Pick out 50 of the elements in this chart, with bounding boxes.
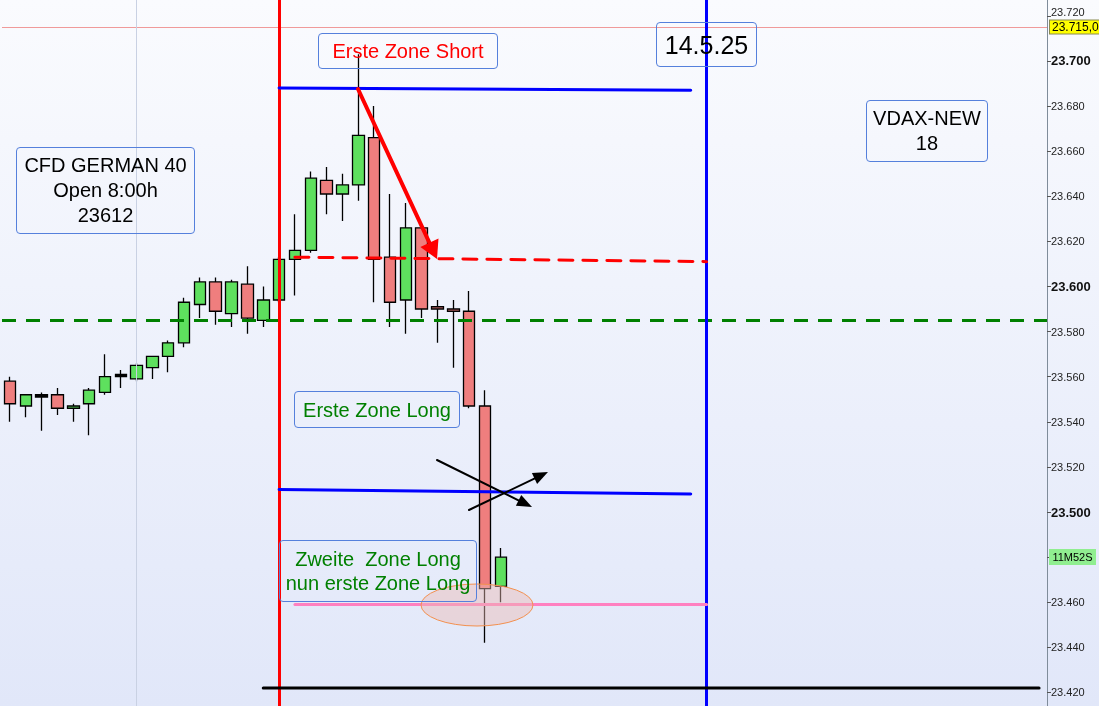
y-tick-label: 23.640 bbox=[1051, 190, 1085, 203]
ref-line-label: 23.715,0 bbox=[1052, 20, 1099, 35]
candlestick bbox=[145, 355, 160, 380]
candlestick bbox=[256, 285, 271, 328]
candlestick bbox=[114, 369, 128, 389]
candlestick bbox=[34, 391, 49, 432]
annotation: VDAX-NEW 18 bbox=[866, 100, 988, 162]
candlestick bbox=[478, 389, 492, 644]
y-tick-label: 23.580 bbox=[1051, 325, 1085, 338]
candlestick bbox=[430, 299, 445, 344]
y-tick-label: 23.440 bbox=[1051, 641, 1085, 654]
candlestick bbox=[446, 299, 461, 369]
annotation: CFD GERMAN 40 Open 8:00h 23612 bbox=[16, 147, 195, 234]
candlestick bbox=[240, 265, 255, 335]
y-tick-label: 23.420 bbox=[1051, 686, 1085, 699]
candlestick bbox=[66, 403, 81, 423]
y-tick-label: 23.620 bbox=[1051, 235, 1085, 248]
candlestick bbox=[208, 276, 223, 326]
y-tick-label: 23.520 bbox=[1051, 460, 1085, 473]
y-tick-label: 23.540 bbox=[1051, 415, 1085, 428]
candlestick bbox=[98, 353, 112, 396]
candlestick bbox=[161, 339, 175, 373]
candlestick bbox=[367, 105, 381, 303]
candlestick bbox=[494, 547, 508, 603]
candlestick bbox=[304, 170, 318, 254]
y-tick-label: 23.460 bbox=[1051, 596, 1085, 609]
y-tick-label: 23.560 bbox=[1051, 370, 1085, 383]
y-tick-label: 23.680 bbox=[1051, 100, 1085, 113]
candlestick bbox=[19, 394, 33, 418]
annotation: Zweite Zone Long nun erste Zone Long bbox=[279, 540, 477, 602]
candlestick bbox=[3, 376, 17, 423]
y-tick-label: 23.660 bbox=[1051, 145, 1085, 158]
annotation: Erste Zone Short bbox=[318, 33, 498, 69]
candlestick bbox=[383, 193, 397, 328]
y-tick-label: 23.600 bbox=[1051, 278, 1091, 294]
candlestick bbox=[335, 173, 350, 222]
y-tick-label: 23.700 bbox=[1051, 53, 1091, 69]
candlestick bbox=[224, 279, 239, 328]
text: 11M52S bbox=[1049, 549, 1096, 565]
candlestick bbox=[50, 387, 65, 416]
candlestick bbox=[462, 290, 476, 409]
candlestick bbox=[319, 166, 334, 215]
candlestick bbox=[82, 387, 96, 436]
annotation: Erste Zone Long bbox=[294, 391, 460, 428]
candlestick bbox=[193, 276, 207, 319]
candlestick bbox=[129, 362, 144, 382]
candlestick bbox=[177, 297, 191, 349]
candlestick bbox=[399, 202, 413, 335]
y-tick-label: 23.720 bbox=[1051, 5, 1085, 18]
y-tick-label: 23.500 bbox=[1051, 504, 1091, 520]
